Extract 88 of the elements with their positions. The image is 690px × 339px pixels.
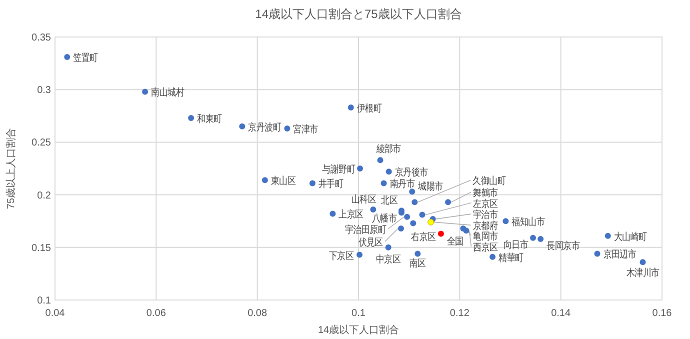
point (419, 212, 426, 218)
point (410, 220, 416, 226)
point (594, 250, 600, 257)
y-tick-label: 0.1 (37, 296, 52, 306)
data-label: 亀岡市 (473, 230, 498, 242)
point (377, 157, 384, 164)
data-label: 宇治市 (472, 209, 498, 220)
point (188, 115, 194, 122)
point (409, 188, 416, 195)
x-tick-label: 0.08 (248, 308, 268, 319)
point (414, 250, 421, 257)
x-axis-title: 14歳以下人口割合 (318, 324, 400, 336)
data-label: 東山区 (270, 175, 296, 186)
point (348, 104, 354, 110)
data-label: 長岡京市 (546, 240, 580, 252)
data-label: 伊根町 (356, 102, 382, 114)
point (502, 218, 509, 224)
data-label: 京丹後市 (394, 167, 428, 178)
x-tick-label: 0.16 (652, 308, 672, 319)
point (538, 236, 544, 242)
data-label: 中京区 (376, 254, 401, 265)
point (142, 88, 148, 95)
data-label: 笠置町 (73, 52, 98, 64)
y-tick-label: 0.25 (32, 138, 52, 149)
data-label: 井手町 (318, 178, 344, 190)
point (463, 228, 470, 234)
y-axis-title: 75歳以上人口割合 (5, 128, 17, 210)
point (356, 252, 363, 258)
data-label: 福知山市 (512, 216, 545, 228)
data-label: 城陽市 (417, 181, 443, 192)
y-tick-label: 0.2 (37, 190, 52, 202)
x-tick-label: 0.12 (450, 308, 470, 319)
point (239, 123, 246, 130)
x-tick-label: 0.1 (352, 308, 366, 319)
data-label: 八幡市 (372, 213, 396, 224)
data-label: 南山城村 (151, 87, 184, 98)
point (309, 180, 316, 186)
data-label: 与謝野町 (322, 164, 356, 175)
point (490, 254, 496, 260)
data-label: 上京区 (338, 209, 364, 220)
y-tick-label: 0.15 (32, 242, 52, 254)
point (428, 218, 434, 226)
point (604, 232, 611, 239)
point (640, 259, 646, 266)
point (530, 234, 536, 241)
x-tick-label: 0.14 (551, 308, 571, 319)
data-label: 南区 (409, 258, 426, 269)
point (284, 126, 290, 132)
point (385, 244, 392, 250)
point (398, 225, 404, 232)
point (380, 180, 387, 186)
data-label: 木津川市 (626, 268, 660, 278)
data-label: 左京区 (473, 198, 498, 209)
point (386, 168, 392, 175)
data-label: 北区 (381, 194, 398, 206)
point (330, 210, 336, 217)
data-label: 京都府 (472, 220, 498, 232)
data-label: 綾部市 (375, 143, 401, 154)
data-label: 伏見区 (358, 236, 383, 248)
data-label: 宮津市 (293, 124, 318, 135)
data-label: 宇治田原町 (344, 224, 386, 236)
data-label: 右京区 (411, 232, 436, 242)
y-tick-label: 0.3 (37, 85, 52, 96)
data-label: 下京区 (328, 250, 354, 261)
x-tick-label: 0.06 (146, 308, 166, 319)
data-label: 全国 (446, 236, 464, 247)
point (64, 54, 70, 60)
x-tick-label: 0.04 (45, 308, 66, 319)
chart-title: 14歳以下人口割合と75歳以下人口割合 (255, 7, 462, 21)
data-label: 舞鶴市 (473, 188, 498, 198)
y-tick-label: 0.35 (32, 32, 52, 44)
data-label: 大山崎町 (614, 231, 647, 242)
data-label: 向日市 (503, 239, 528, 250)
point (357, 166, 364, 172)
data-label: 山科区 (351, 194, 376, 205)
data-label: 久御山町 (472, 176, 506, 186)
data-label: 精華町 (498, 252, 524, 264)
point (412, 199, 418, 206)
data-label: 西京区 (473, 242, 498, 253)
point (445, 199, 452, 206)
point (438, 230, 444, 237)
point (370, 206, 376, 213)
data-label: 京田辺市 (603, 249, 636, 260)
point (404, 214, 410, 220)
data-label: 京丹波町 (248, 122, 282, 133)
point (262, 177, 268, 184)
data-label: 南丹市 (390, 178, 415, 190)
data-label: 和東町 (197, 113, 222, 124)
